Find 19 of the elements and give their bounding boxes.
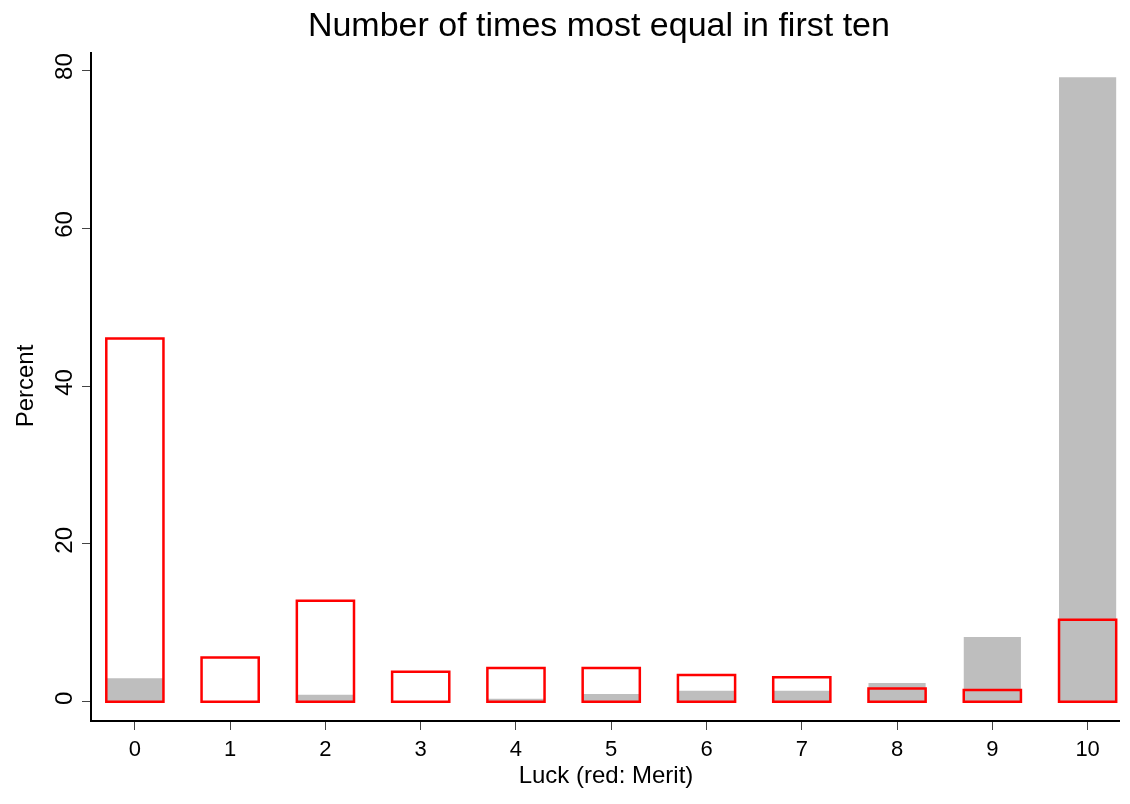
x-tick-label: 4 bbox=[509, 736, 523, 762]
x-tick-label: 8 bbox=[890, 736, 904, 762]
x-tick-label: 5 bbox=[605, 736, 618, 762]
x-tick-label: 7 bbox=[795, 736, 808, 762]
x-tick-label: 3 bbox=[414, 736, 427, 762]
x-axis-title: Luck (red: Merit) bbox=[518, 761, 694, 789]
x-tick-label: 6 bbox=[700, 736, 713, 762]
x-tick-label: 2 bbox=[319, 736, 332, 762]
y-axis-title: Percent bbox=[11, 344, 38, 428]
chart-title: Number of times most equal in first ten bbox=[307, 4, 890, 43]
y-tick-label: 40 bbox=[50, 369, 78, 396]
y-tick-label: 60 bbox=[50, 211, 78, 238]
x-tick-label: 9 bbox=[986, 736, 999, 762]
y-tick-label: 0 bbox=[50, 691, 78, 705]
x-tick-label: 10 bbox=[1075, 736, 1100, 762]
y-tick-label: 20 bbox=[50, 526, 78, 554]
x-tick-label: 0 bbox=[128, 736, 141, 762]
y-tick-label: 80 bbox=[50, 53, 78, 80]
x-tick-label: 1 bbox=[224, 736, 237, 762]
